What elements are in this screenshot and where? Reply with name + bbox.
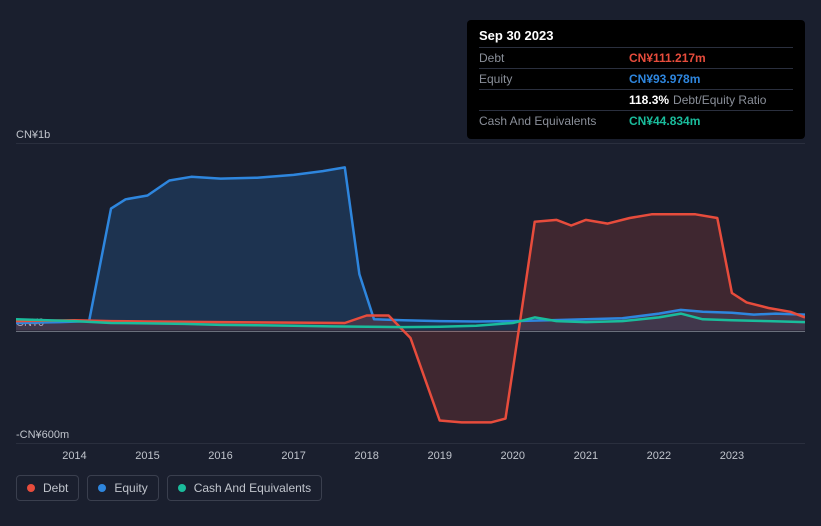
chart-plot	[16, 143, 805, 443]
tooltip-row: DebtCN¥111.217m	[479, 47, 793, 68]
cash-color-dot	[178, 484, 186, 492]
debt-color-dot	[27, 484, 35, 492]
x-axis-label: 2020	[501, 450, 525, 462]
chart-legend: Debt Equity Cash And Equivalents	[16, 475, 322, 501]
x-axis-label: 2022	[647, 450, 671, 462]
tooltip-value: 118.3%Debt/Equity Ratio	[629, 93, 766, 107]
legend-label: Equity	[114, 481, 147, 495]
x-axis-label: 2021	[574, 450, 598, 462]
tooltip-value: CN¥93.978m	[629, 72, 700, 86]
tooltip-label: Debt	[479, 51, 629, 65]
tooltip-row: EquityCN¥93.978m	[479, 68, 793, 89]
y-axis-label: CN¥1b	[16, 129, 50, 141]
x-axis-label: 2019	[427, 450, 451, 462]
tooltip-value: CN¥44.834m	[629, 114, 700, 128]
x-axis-label: 2016	[208, 450, 232, 462]
tooltip-label	[479, 93, 629, 107]
gridline	[16, 443, 805, 444]
tooltip-suffix: Debt/Equity Ratio	[673, 93, 766, 107]
chart-tooltip: Sep 30 2023 DebtCN¥111.217mEquityCN¥93.9…	[467, 20, 805, 139]
tooltip-row: 118.3%Debt/Equity Ratio	[479, 89, 793, 110]
x-axis-label: 2018	[354, 450, 378, 462]
tooltip-row: Cash And EquivalentsCN¥44.834m	[479, 110, 793, 131]
tooltip-date: Sep 30 2023	[479, 28, 793, 47]
x-axis-label: 2023	[720, 450, 744, 462]
legend-label: Cash And Equivalents	[194, 481, 311, 495]
equity-color-dot	[98, 484, 106, 492]
x-axis-label: 2015	[135, 450, 159, 462]
legend-label: Debt	[43, 481, 68, 495]
x-axis-label: 2017	[281, 450, 305, 462]
x-axis-label: 2014	[62, 450, 86, 462]
tooltip-value: CN¥111.217m	[629, 51, 706, 65]
legend-item-debt[interactable]: Debt	[16, 475, 79, 501]
tooltip-label: Cash And Equivalents	[479, 114, 629, 128]
legend-item-equity[interactable]: Equity	[87, 475, 158, 501]
legend-item-cash[interactable]: Cash And Equivalents	[167, 475, 322, 501]
tooltip-label: Equity	[479, 72, 629, 86]
